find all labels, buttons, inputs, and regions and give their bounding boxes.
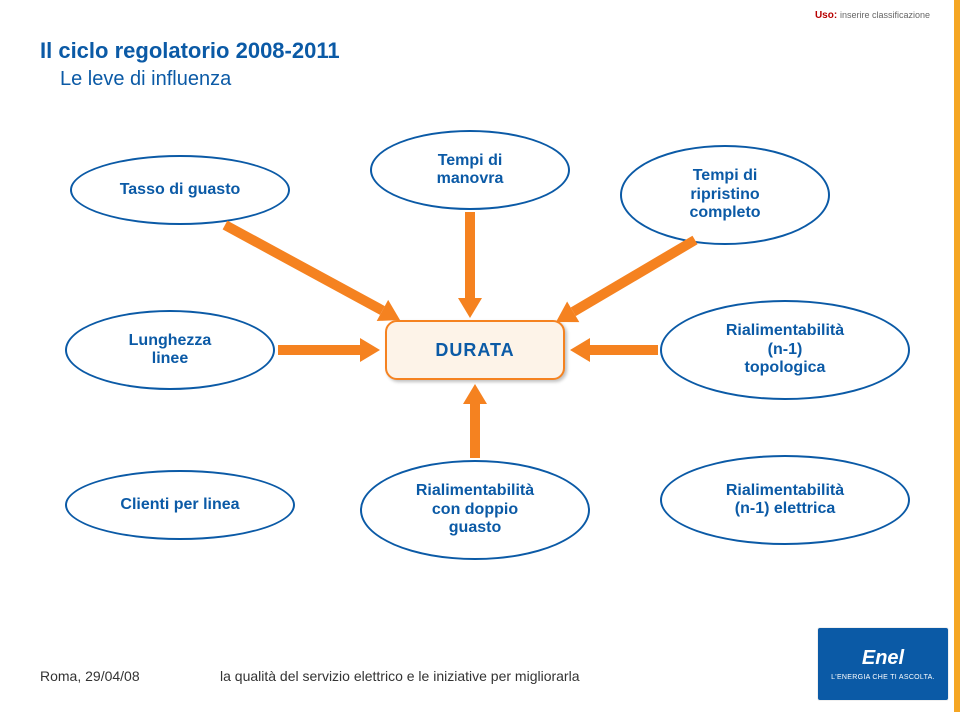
arrows-layer <box>0 0 960 712</box>
brand-logo: Enel L'ENERGIA CHE TI ASCOLTA. <box>818 628 948 700</box>
brand-logo-tagline: L'ENERGIA CHE TI ASCOLTA. <box>831 674 935 681</box>
footer-text: la qualità del servizio elettrico e le i… <box>220 668 580 684</box>
footer-date: Roma, 29/04/08 <box>40 668 140 684</box>
brand-logo-text: Enel <box>862 647 904 670</box>
slide-stage: Uso: inserire classificazione Il ciclo r… <box>0 0 960 712</box>
